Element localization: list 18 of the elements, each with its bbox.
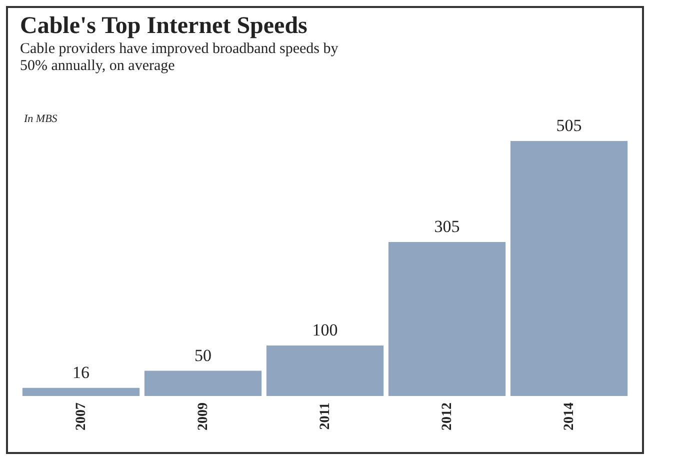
chart-subtitle: Cable providers have improved broadband speeds by 50% annually, on average: [20, 41, 339, 74]
text: In MBS: [23, 113, 58, 125]
data-label: 100: [312, 320, 338, 340]
bar: [266, 346, 384, 396]
data-label: 505: [556, 116, 582, 135]
data-label: 305: [434, 216, 460, 236]
chart-title: Cable's Top Internet Speeds: [20, 13, 308, 39]
data-label: 16: [72, 362, 90, 382]
x-tick-label: 2014: [562, 402, 577, 430]
x-tick-label: 2007: [74, 402, 89, 430]
x-tick-label: 2011: [318, 402, 333, 430]
bar: [388, 242, 506, 396]
x-tick-label: 2009: [196, 402, 211, 430]
bar: [510, 141, 628, 396]
data-label: 50: [194, 346, 212, 365]
bar: [22, 388, 140, 396]
bar: [144, 370, 262, 396]
x-tick-label: 2012: [440, 402, 455, 430]
